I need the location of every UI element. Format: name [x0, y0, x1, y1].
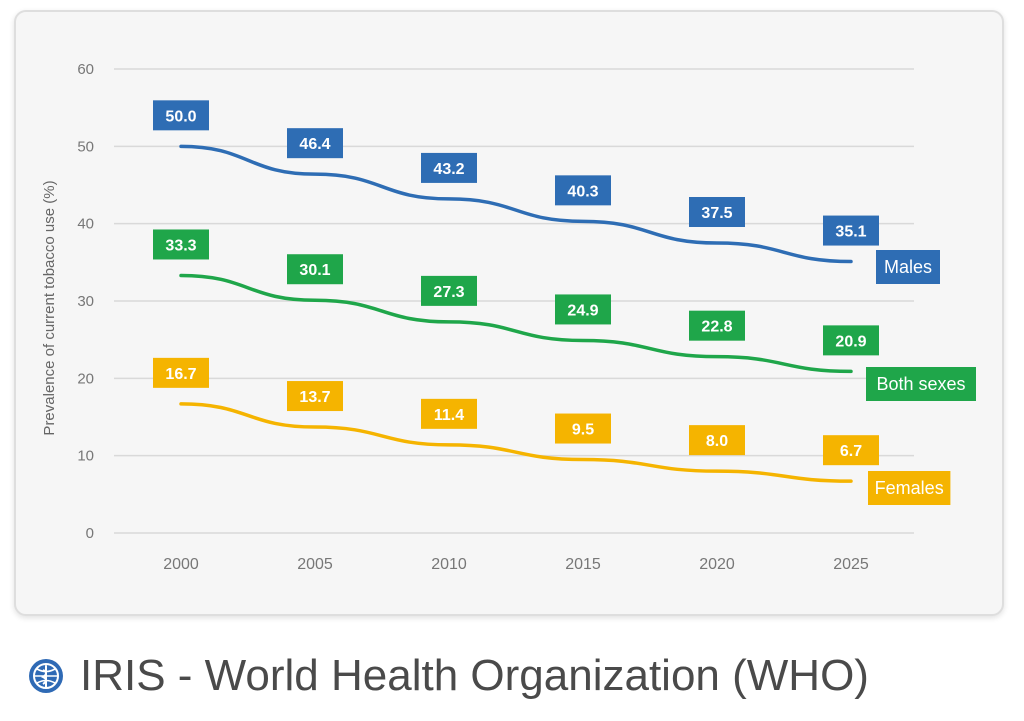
x-tick-label: 2015: [565, 556, 601, 573]
y-tick-label: 10: [77, 448, 94, 465]
data-label-text: 27.3: [433, 284, 464, 301]
data-label-text: 6.7: [840, 443, 862, 460]
data-label-box: [287, 381, 343, 412]
y-tick-label: 50: [77, 138, 94, 155]
data-label: 16.7: [153, 357, 209, 388]
data-label: 37.5: [689, 197, 745, 227]
data-label-box: [823, 215, 879, 246]
data-label: 24.9: [555, 294, 611, 325]
data-label: 20.9: [823, 325, 879, 356]
y-tick-label: 40: [77, 216, 94, 233]
series-line-males: [179, 144, 853, 264]
data-label-box: [823, 435, 879, 466]
data-label-box: [555, 413, 611, 444]
source-attribution[interactable]: IRIS - World Health Organization (WHO): [26, 648, 869, 704]
series-name-labels: Males Both sexes Females: [866, 250, 976, 505]
y-tick-label: 60: [77, 61, 94, 78]
source-title[interactable]: IRIS - World Health Organization (WHO): [80, 651, 869, 700]
series-name-box: [866, 367, 976, 401]
data-label: 11.4: [421, 398, 477, 429]
series-name-label: Both sexes: [866, 367, 976, 401]
data-label-box: [689, 310, 745, 341]
data-label-box: [689, 197, 745, 227]
data-label-text: 16.7: [165, 366, 196, 383]
data-label: 46.4: [287, 128, 343, 159]
who-emblem-icon: [29, 659, 63, 693]
data-label-text: 33.3: [165, 237, 196, 254]
data-label-text: 37.5: [701, 205, 732, 222]
data-label-box: [153, 100, 209, 131]
data-label-box: [153, 229, 209, 260]
y-tick-label: 0: [86, 525, 94, 542]
data-label: 22.8: [689, 310, 745, 341]
line-chart: 0 10 20 30 40 50 60 2000 2005 2010 2015 2020 2025 P…: [41, 61, 976, 573]
data-label-box: [823, 325, 879, 356]
data-label-box: [421, 152, 477, 183]
y-axis-label: Prevalence of current tobacco use (%): [41, 180, 58, 435]
data-label-text: 43.2: [433, 161, 464, 178]
series-name-label: Males: [876, 250, 940, 284]
data-label: 9.5: [555, 413, 611, 444]
data-label-box: [421, 398, 477, 429]
data-label: 40.3: [555, 175, 611, 206]
gridlines: [114, 68, 914, 534]
data-label-box: [287, 128, 343, 159]
data-label: 8.0: [689, 425, 745, 456]
data-label-box: [555, 294, 611, 325]
data-label-text: 13.7: [299, 389, 330, 406]
data-label-text: 24.9: [567, 302, 598, 319]
series-name-box: [876, 250, 940, 284]
x-tick-label: 2025: [833, 556, 869, 573]
series-name-box: [868, 471, 951, 505]
data-label-box: [555, 175, 611, 206]
data-label-box: [153, 357, 209, 388]
y-tick-labels: 0 10 20 30 40 50 60: [77, 61, 94, 542]
x-tick-label: 2000: [163, 556, 199, 573]
data-label: 6.7: [823, 435, 879, 466]
x-tick-label: 2020: [699, 556, 735, 573]
data-label: 35.1: [823, 215, 879, 246]
data-label-text: 9.5: [572, 422, 594, 439]
data-label-text: 35.1: [835, 224, 866, 241]
x-tick-labels: 2000 2005 2010 2015 2020 2025: [163, 556, 869, 573]
data-labels: 50.0 46.4 43.2 40.3 37.5 35.1 33.3 30.1 27.3 24.9…: [153, 100, 879, 466]
data-label: 27.3: [421, 275, 477, 306]
series-name-text: Males: [884, 257, 932, 277]
data-label-text: 30.1: [299, 262, 330, 279]
series-name-text: Both sexes: [876, 374, 965, 394]
series-line-females: [179, 402, 853, 483]
data-label-text: 8.0: [706, 433, 728, 450]
series-line-both-sexes: [179, 273, 853, 374]
series-lines: [179, 144, 853, 483]
data-label-text: 20.9: [835, 333, 866, 350]
data-label: 50.0: [153, 100, 209, 131]
data-label: 30.1: [287, 254, 343, 285]
data-label: 13.7: [287, 381, 343, 412]
data-label-text: 46.4: [299, 136, 330, 153]
data-label-text: 40.3: [567, 183, 598, 200]
x-tick-label: 2010: [431, 556, 467, 573]
data-label-text: 11.4: [434, 407, 464, 424]
data-label-text: 22.8: [701, 319, 732, 336]
data-label-text: 50.0: [165, 108, 196, 125]
series-name-label: Females: [868, 471, 951, 505]
data-label-box: [287, 254, 343, 285]
data-label-box: [421, 275, 477, 306]
series-name-text: Females: [875, 478, 944, 498]
data-label: 43.2: [421, 152, 477, 183]
y-tick-label: 20: [77, 370, 94, 387]
y-tick-label: 30: [77, 293, 94, 310]
x-tick-label: 2005: [297, 556, 333, 573]
data-label: 33.3: [153, 229, 209, 260]
chart-card: 0 10 20 30 40 50 60 2000 2005 2010 2015 2020 2025 P…: [14, 10, 1004, 616]
data-label-box: [689, 425, 745, 456]
